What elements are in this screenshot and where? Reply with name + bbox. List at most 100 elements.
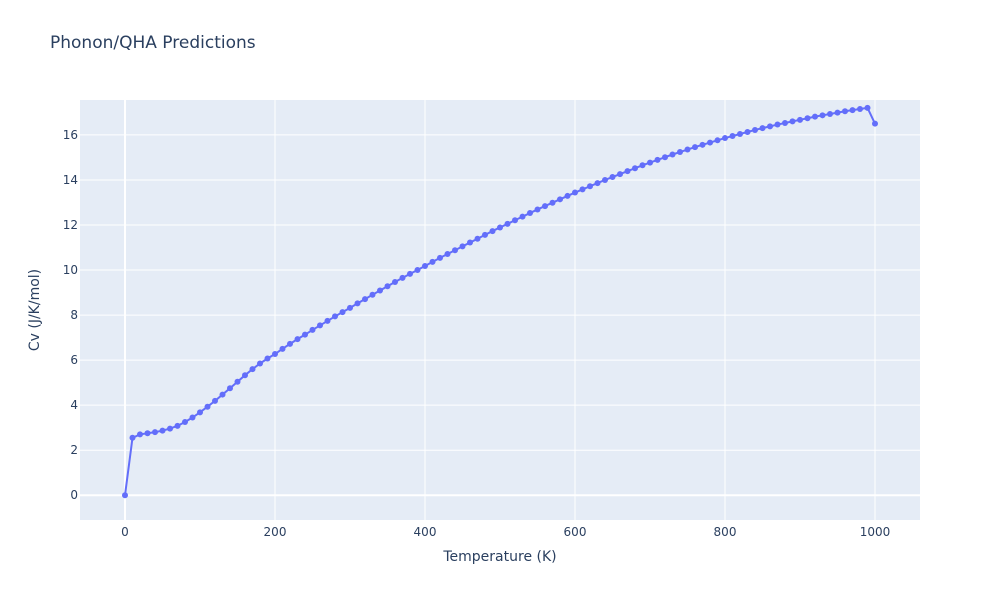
x-tick-label: 400 xyxy=(414,525,437,539)
data-point xyxy=(144,430,151,437)
data-point xyxy=(804,115,811,122)
data-point xyxy=(467,239,473,246)
data-point xyxy=(782,119,788,126)
data-point xyxy=(617,171,623,178)
data-point xyxy=(159,427,166,434)
data-point xyxy=(309,326,316,333)
y-tick-label: 16 xyxy=(63,128,78,142)
data-point xyxy=(534,206,541,213)
data-point xyxy=(452,247,458,254)
data-point xyxy=(497,224,503,231)
x-axis-title: Temperature (K) xyxy=(442,549,556,565)
data-point xyxy=(594,180,601,187)
data-point xyxy=(692,144,698,151)
data-point xyxy=(219,391,226,398)
y-axis-title: Cv (J/K/mol) xyxy=(27,269,43,351)
data-point xyxy=(587,183,593,190)
data-point xyxy=(182,419,188,426)
x-tick-labels: 0 200 400 600 800 1000 xyxy=(121,525,890,539)
data-point xyxy=(339,309,346,316)
data-point xyxy=(872,120,878,127)
data-point xyxy=(602,176,608,183)
data-point xyxy=(812,113,818,120)
data-point xyxy=(392,278,398,285)
data-point xyxy=(542,203,548,210)
data-point xyxy=(369,291,376,298)
data-point xyxy=(752,126,758,133)
data-point xyxy=(152,429,158,436)
data-point xyxy=(422,262,428,269)
data-point xyxy=(257,360,263,367)
data-point xyxy=(609,174,616,181)
data-point xyxy=(759,125,766,132)
data-point xyxy=(789,118,796,125)
data-point xyxy=(129,434,136,441)
data-point xyxy=(827,110,833,117)
data-point xyxy=(474,235,481,242)
data-point xyxy=(324,317,331,324)
data-point xyxy=(242,372,248,379)
data-point xyxy=(482,231,488,238)
data-point xyxy=(197,409,203,416)
y-tick-label: 10 xyxy=(63,263,78,277)
data-point xyxy=(774,121,781,128)
x-tick-label: 1000 xyxy=(860,525,891,539)
data-point xyxy=(624,168,631,175)
x-tick-label: 800 xyxy=(714,525,737,539)
data-point xyxy=(272,351,278,358)
data-point xyxy=(444,251,451,258)
data-point xyxy=(654,156,661,163)
data-point xyxy=(294,336,301,343)
y-tick-label: 0 xyxy=(70,488,78,502)
data-point xyxy=(639,162,646,169)
data-point xyxy=(819,112,826,119)
data-point xyxy=(414,267,421,274)
data-point xyxy=(264,355,271,362)
data-point xyxy=(579,186,586,193)
data-point xyxy=(384,283,391,290)
chart-title: Phonon/QHA Predictions xyxy=(50,33,256,53)
data-point xyxy=(122,492,128,499)
data-point xyxy=(234,378,241,385)
data-point xyxy=(429,258,436,265)
data-point xyxy=(557,196,563,203)
data-point xyxy=(137,431,143,438)
data-point xyxy=(204,403,211,410)
y-tick-label: 8 xyxy=(70,308,78,322)
data-point xyxy=(842,108,848,115)
plot-background xyxy=(80,100,920,520)
data-point xyxy=(677,149,683,156)
series-points xyxy=(122,104,878,499)
data-point xyxy=(767,123,773,130)
data-point xyxy=(407,270,413,277)
data-point xyxy=(572,189,578,196)
data-point xyxy=(549,199,556,206)
data-point xyxy=(332,313,338,320)
data-point xyxy=(744,128,751,135)
data-point xyxy=(662,154,668,161)
y-tick-label: 6 xyxy=(70,353,78,367)
data-point xyxy=(737,131,743,138)
data-point xyxy=(174,422,181,429)
data-point xyxy=(669,151,676,158)
data-point xyxy=(864,104,871,111)
data-point xyxy=(647,159,653,166)
data-point xyxy=(707,139,713,146)
data-point xyxy=(354,300,361,307)
data-point xyxy=(437,254,443,261)
data-point xyxy=(362,296,368,303)
data-point xyxy=(489,228,496,235)
data-point xyxy=(722,135,728,142)
x-tick-label: 0 xyxy=(121,525,129,539)
data-point xyxy=(504,220,511,227)
y-tick-label: 14 xyxy=(63,173,78,187)
x-tick-label: 200 xyxy=(264,525,287,539)
data-point xyxy=(527,210,533,217)
data-point xyxy=(302,331,308,338)
data-point xyxy=(632,165,638,172)
data-point xyxy=(287,340,293,347)
data-point xyxy=(189,414,196,421)
data-point xyxy=(519,213,526,220)
x-tick-label: 600 xyxy=(564,525,587,539)
data-point xyxy=(714,137,721,144)
